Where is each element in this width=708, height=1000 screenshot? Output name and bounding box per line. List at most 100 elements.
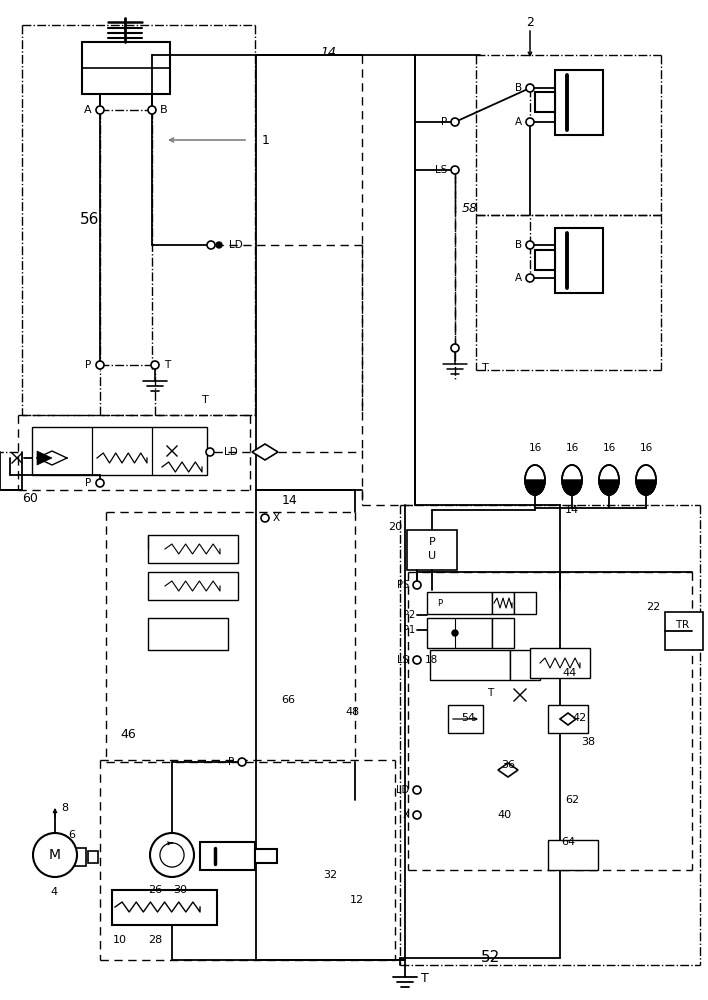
Bar (148, 618, 228, 650)
Bar (535, 92, 555, 112)
Bar (555, 70, 603, 135)
Bar (548, 705, 588, 733)
Text: 54: 54 (461, 713, 475, 723)
Text: T: T (481, 363, 489, 373)
Text: LS: LS (435, 165, 447, 175)
Circle shape (451, 344, 459, 352)
Text: 16: 16 (528, 443, 542, 453)
Bar (88, 851, 98, 863)
Polygon shape (560, 713, 576, 725)
Circle shape (413, 656, 421, 664)
Ellipse shape (599, 465, 619, 495)
Ellipse shape (525, 465, 545, 495)
Circle shape (261, 514, 269, 522)
Bar (82, 42, 170, 94)
Text: T: T (487, 688, 493, 698)
Bar (255, 849, 277, 863)
Text: A: A (515, 117, 522, 127)
Text: 2: 2 (526, 15, 534, 28)
Text: LD: LD (229, 240, 243, 250)
Text: 46: 46 (120, 728, 136, 742)
Text: 18: 18 (425, 655, 438, 665)
Bar (514, 592, 536, 614)
Text: 38: 38 (581, 737, 595, 747)
Text: B: B (515, 83, 522, 93)
Polygon shape (562, 480, 582, 495)
Text: T: T (164, 360, 170, 370)
Text: 26: 26 (148, 885, 162, 895)
Text: LS: LS (397, 655, 409, 665)
Text: 10: 10 (113, 935, 127, 945)
Text: 4: 4 (50, 887, 57, 897)
Circle shape (413, 786, 421, 794)
Text: P1: P1 (403, 625, 415, 635)
Text: B: B (515, 240, 522, 250)
Text: A: A (84, 105, 92, 115)
Circle shape (451, 118, 459, 126)
Circle shape (526, 118, 534, 126)
Text: 60: 60 (22, 491, 38, 504)
Bar (448, 705, 483, 733)
Circle shape (206, 448, 214, 456)
Bar (535, 250, 555, 270)
Bar (427, 592, 492, 614)
Bar (148, 572, 238, 600)
Circle shape (526, 241, 534, 249)
Bar (32, 427, 207, 475)
Text: 56: 56 (80, 213, 100, 228)
Text: PS: PS (397, 580, 409, 590)
Text: M: M (49, 848, 61, 862)
Bar (530, 648, 590, 678)
Bar (68, 848, 86, 866)
Polygon shape (37, 451, 52, 465)
Text: 64: 64 (561, 837, 575, 847)
Circle shape (526, 274, 534, 282)
Circle shape (96, 106, 104, 114)
Text: 30: 30 (173, 885, 187, 895)
Text: X: X (402, 810, 409, 820)
Circle shape (96, 479, 104, 487)
Text: 58: 58 (462, 202, 478, 215)
Text: P: P (441, 117, 447, 127)
Text: T: T (421, 972, 429, 984)
Text: R: R (683, 620, 690, 630)
Text: 20: 20 (388, 522, 402, 532)
Circle shape (413, 811, 421, 819)
Circle shape (413, 581, 421, 589)
Circle shape (150, 833, 194, 877)
Circle shape (207, 241, 215, 249)
Text: 42: 42 (573, 713, 587, 723)
Bar (427, 618, 492, 648)
Bar (548, 840, 598, 870)
Text: 12: 12 (350, 895, 364, 905)
Text: P: P (428, 537, 435, 547)
Text: P: P (228, 757, 234, 767)
Bar (112, 890, 217, 925)
Text: 1: 1 (262, 133, 270, 146)
Text: 14: 14 (320, 45, 336, 58)
Polygon shape (599, 480, 619, 495)
Text: 6: 6 (68, 830, 75, 840)
Text: T: T (675, 620, 681, 630)
Text: A: A (515, 273, 522, 283)
Bar (665, 612, 703, 650)
Bar (430, 650, 510, 680)
Text: 66: 66 (281, 695, 295, 705)
Text: 32: 32 (323, 870, 337, 880)
Text: 44: 44 (563, 668, 577, 678)
Circle shape (526, 84, 534, 92)
Text: P: P (85, 478, 91, 488)
Circle shape (452, 630, 458, 636)
Circle shape (238, 758, 246, 766)
Text: 36: 36 (501, 760, 515, 770)
Text: P2: P2 (403, 610, 415, 620)
Circle shape (96, 361, 104, 369)
Bar (555, 228, 603, 293)
Text: 48: 48 (345, 707, 359, 717)
Circle shape (151, 361, 159, 369)
Bar (148, 535, 238, 563)
Circle shape (451, 166, 459, 174)
Text: U: U (428, 551, 436, 561)
Circle shape (216, 242, 222, 248)
Bar (510, 650, 540, 680)
